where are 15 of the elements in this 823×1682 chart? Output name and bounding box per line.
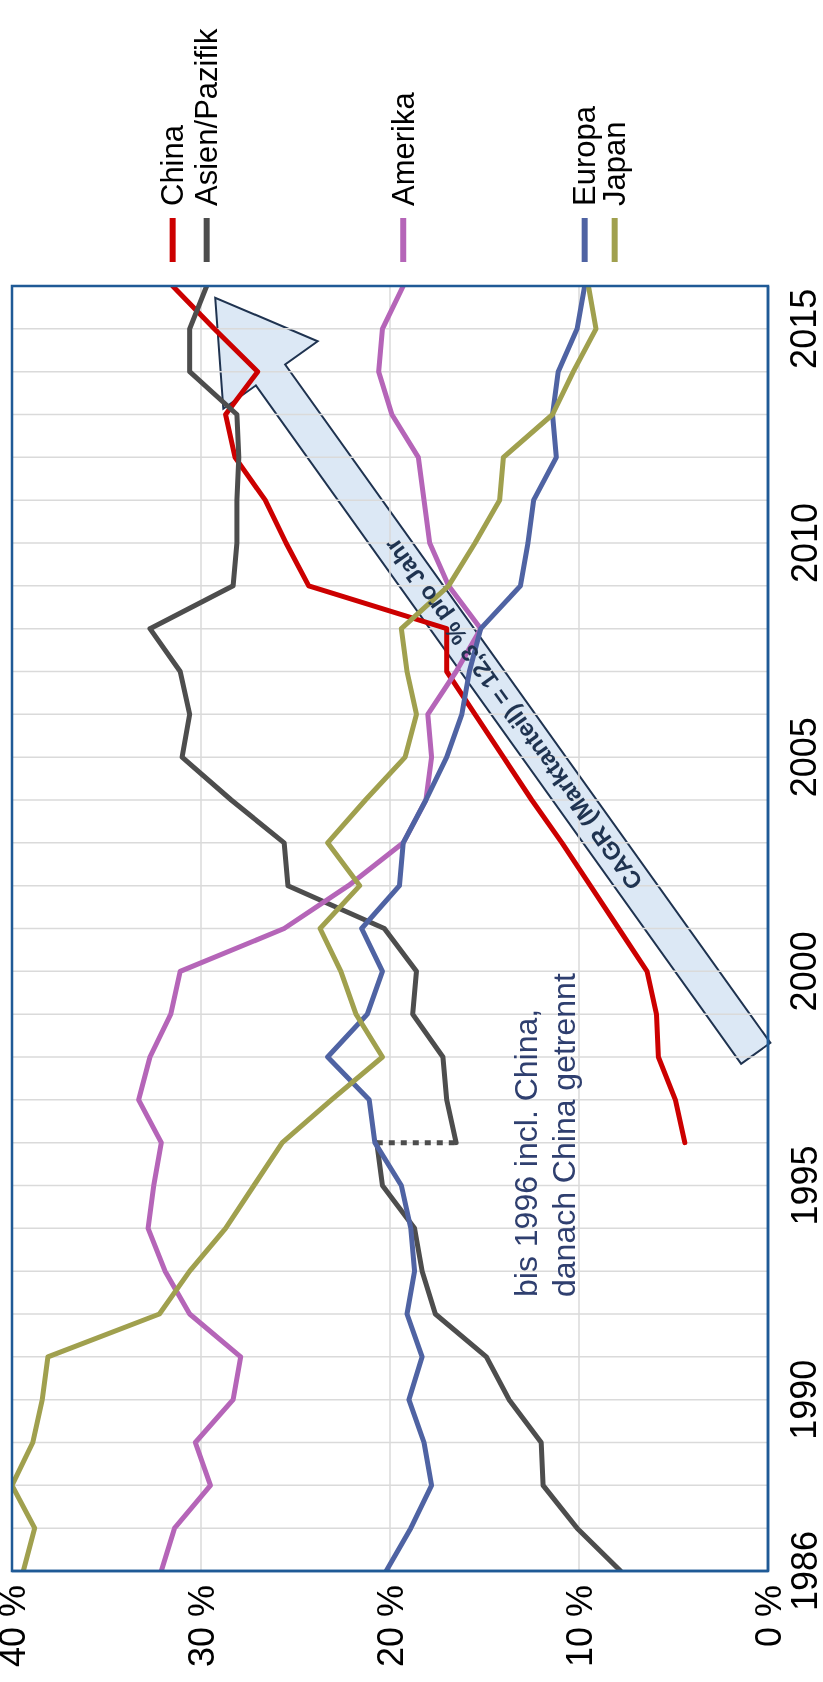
x-tick-label: 30 %	[180, 1585, 222, 1668]
y-tick-label: 2000	[783, 931, 823, 1012]
text: China	[155, 124, 191, 206]
y-tick-label: 2005	[783, 717, 823, 798]
y-tick-label: 1990	[783, 1359, 823, 1440]
x-tick-label: 10 %	[558, 1585, 600, 1668]
text: Europa	[567, 105, 603, 206]
x-tick-label: 40 %	[0, 1585, 33, 1668]
text: Asien/Pazifik	[189, 28, 225, 206]
y-tick-label: 2010	[783, 502, 823, 584]
y-tick-label: 2015	[783, 288, 823, 369]
annotation: bis 1996 incl. China, danach China getrennt	[507, 972, 584, 1298]
y-tick-label: 1995	[783, 1145, 823, 1226]
x-tick-label: 20 %	[369, 1585, 411, 1668]
text: Amerika	[385, 91, 421, 206]
